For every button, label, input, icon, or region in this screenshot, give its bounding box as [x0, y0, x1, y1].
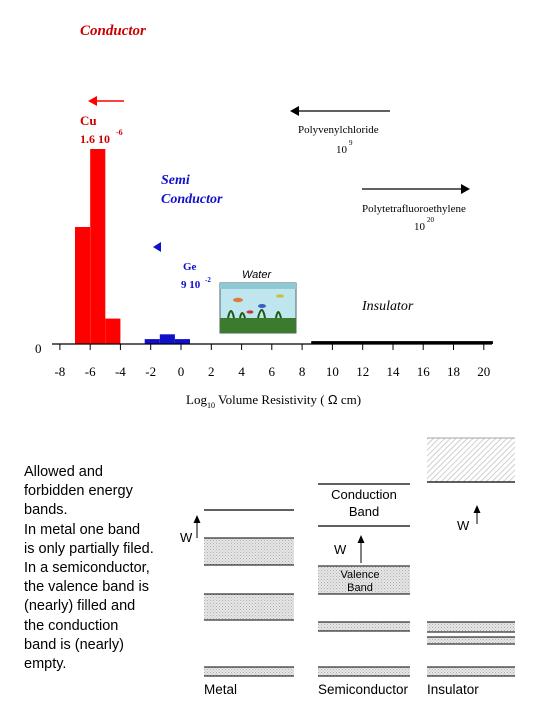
semiconductor-title-line2: Conductor — [161, 192, 223, 207]
metal-band-diagram: W Metal — [180, 509, 294, 697]
metal-label: Metal — [204, 682, 237, 697]
conduction-band-label-line1: Conduction — [331, 487, 397, 502]
x-tick-label: 20 — [477, 364, 490, 379]
x-tick-label: 12 — [356, 364, 369, 379]
cu-arrow — [88, 96, 124, 106]
ge-label: Ge — [183, 261, 197, 273]
x-tick-label: 6 — [269, 364, 276, 379]
conduction-band-label-line2: Band — [349, 504, 379, 519]
x-tick-label: 10 — [326, 364, 339, 379]
metal-w-label: W — [180, 530, 193, 545]
metal-partial-band-empty — [204, 510, 294, 538]
histogram-bar-insulator-6 — [311, 341, 493, 344]
ptfe-label: Polytetrafluoroethylene — [362, 203, 466, 215]
insulator-lower-band — [427, 637, 515, 644]
valence-band-label-line2: Band — [347, 582, 373, 594]
insulator-conduction-band — [427, 438, 515, 482]
histogram-bars — [75, 149, 493, 345]
histogram-bar-semi-conductor-5 — [174, 339, 190, 344]
energy-band-diagrams: W Metal Conduction Band Valence Band W — [180, 437, 515, 697]
insulator-w-label: W — [457, 518, 470, 533]
x-axis-title: Log10 Volume Resistivity ( Ω cm) — [186, 392, 361, 410]
cu-value: 1.6 10 — [80, 132, 110, 146]
resistivity-chart: Conductor Cu 1.6 10 -6 Semi Conductor Ge… — [35, 23, 493, 410]
semiconductor-w-label: W — [334, 542, 347, 557]
x-tick-label: -4 — [115, 364, 126, 379]
semiconductor-lower-band — [318, 622, 410, 631]
x-tick-labels: -8 -6 -4 -2 0 2 4 6 8 10 12 14 16 18 20 — [54, 344, 490, 379]
x-tick-label: 0 — [178, 364, 185, 379]
histogram-bar-conductor-0 — [75, 227, 91, 344]
x-tick-label: -6 — [85, 364, 96, 379]
x-tick-label: 16 — [417, 364, 431, 379]
x-tick-label: 8 — [299, 364, 306, 379]
histogram-bar-semi-conductor-4 — [159, 334, 175, 345]
x-tick-label: 4 — [238, 364, 245, 379]
insulator-label: Insulator — [427, 682, 479, 697]
water-label: Water — [242, 269, 272, 281]
ge-exponent: -2 — [205, 276, 211, 284]
histogram-bar-conductor-1 — [90, 149, 106, 344]
metal-core-band — [204, 667, 294, 676]
metal-w-arrow — [193, 515, 201, 538]
semiconductor-w-arrow — [357, 535, 365, 563]
pvc-arrow — [290, 106, 390, 116]
x-tick-label: -8 — [54, 364, 65, 379]
pvc-exponent: 9 — [349, 139, 353, 147]
x-tick-label: 18 — [447, 364, 460, 379]
metal-lower-band — [204, 594, 294, 620]
cu-label: Cu — [80, 113, 97, 128]
insulator-title: Insulator — [361, 299, 414, 314]
x-tick-label: 14 — [387, 364, 401, 379]
insulator-band-diagram: W Insulator — [427, 437, 515, 697]
cu-exponent: -6 — [116, 128, 123, 137]
insulator-valence-band — [427, 622, 515, 632]
metal-partial-band-filled — [204, 538, 294, 565]
valence-band — [318, 566, 410, 594]
histogram-bar-semi-conductor-3 — [144, 339, 160, 344]
ge-arrow — [153, 242, 161, 252]
insulator-w-arrow — [473, 505, 481, 524]
semiconductor-title-line1: Semi — [161, 173, 190, 188]
x-tick-label: 2 — [208, 364, 215, 379]
valence-band-label-line1: Valence — [341, 569, 380, 581]
semiconductor-band-diagram: Conduction Band Valence Band W Semicondu… — [318, 483, 410, 697]
ptfe-arrow — [362, 184, 470, 194]
conductor-title: Conductor — [80, 23, 146, 39]
histogram-bar-conductor-2 — [105, 318, 121, 344]
insulator-core-band — [427, 667, 515, 676]
ptfe-value: 10 — [414, 221, 426, 233]
water-aquarium-image — [219, 282, 297, 334]
semiconductor-label: Semiconductor — [318, 682, 409, 697]
ptfe-exponent: 20 — [427, 216, 435, 224]
pvc-value: 10 — [336, 144, 348, 156]
pvc-label: Polyvenylchloride — [298, 124, 379, 136]
ge-value: 9 10 — [181, 279, 201, 291]
y-zero-label: 0 — [35, 341, 42, 356]
semiconductor-core-band — [318, 667, 410, 676]
x-tick-label: -2 — [145, 364, 156, 379]
band-description-text: Allowed and forbidden energy bands. In m… — [24, 464, 154, 673]
